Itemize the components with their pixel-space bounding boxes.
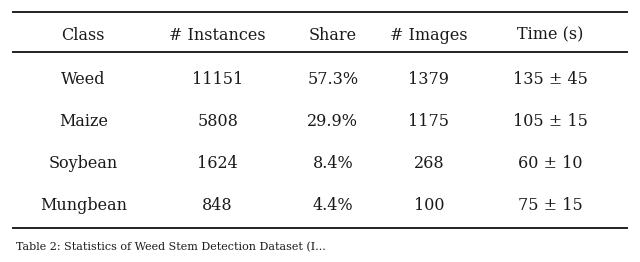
Text: 75 ± 15: 75 ± 15 [518,197,583,214]
Text: 135 ± 45: 135 ± 45 [513,72,588,88]
Text: 60 ± 10: 60 ± 10 [518,155,582,172]
Text: 5808: 5808 [197,113,238,130]
Text: Weed: Weed [61,72,106,88]
Text: Maize: Maize [59,113,108,130]
Text: 4.4%: 4.4% [312,197,353,214]
Text: # Instances: # Instances [170,27,266,44]
Text: 1379: 1379 [408,72,449,88]
Text: 268: 268 [413,155,444,172]
Text: Class: Class [61,27,105,44]
Text: # Images: # Images [390,27,468,44]
Text: 848: 848 [202,197,233,214]
Text: Time (s): Time (s) [517,27,584,44]
Text: 29.9%: 29.9% [307,113,358,130]
Text: 1175: 1175 [408,113,449,130]
Text: 57.3%: 57.3% [307,72,358,88]
Text: 8.4%: 8.4% [312,155,353,172]
Text: 105 ± 15: 105 ± 15 [513,113,588,130]
Text: Table 2: Statistics of Weed Stem Detection Dataset (I...: Table 2: Statistics of Weed Stem Detecti… [16,242,326,253]
Text: Mungbean: Mungbean [40,197,127,214]
Text: Share: Share [308,27,357,44]
Text: 100: 100 [413,197,444,214]
Text: Soybean: Soybean [49,155,118,172]
Text: 1624: 1624 [197,155,238,172]
Text: 11151: 11151 [192,72,243,88]
